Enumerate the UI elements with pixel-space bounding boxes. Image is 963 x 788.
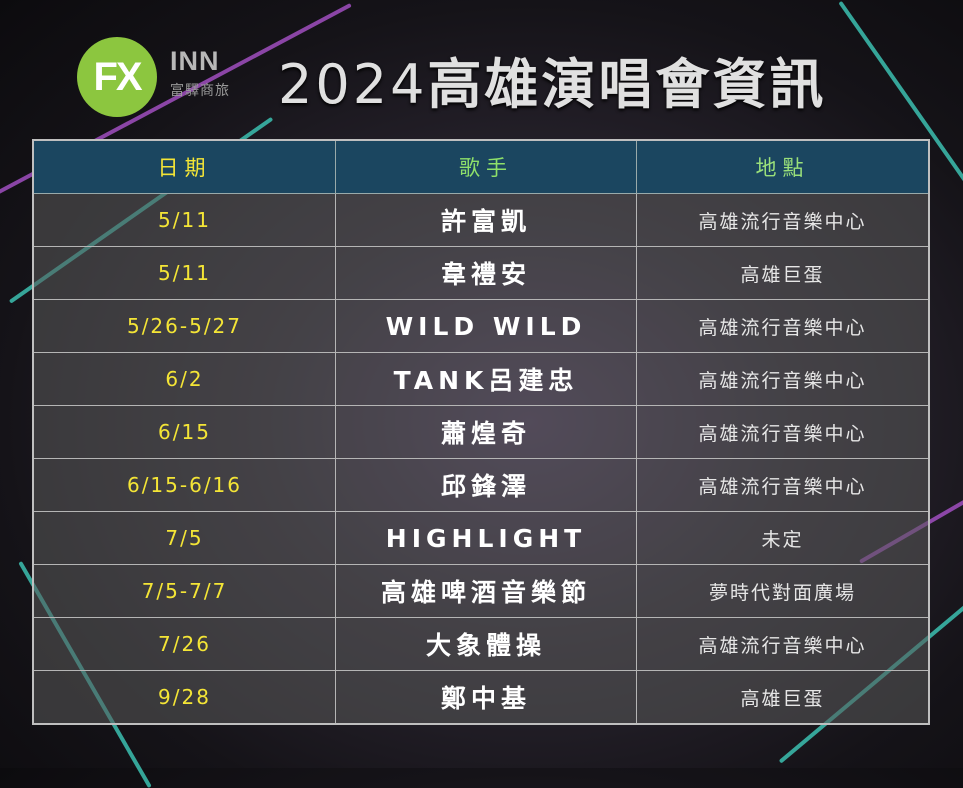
- table-row: 6/2 TANK呂建忠 高雄流行音樂中心: [32, 352, 930, 406]
- table-row: 7/26 大象體操 高雄流行音樂中心: [32, 617, 930, 671]
- artist-cell: 大象體操: [335, 617, 637, 671]
- artist-cell: HIGHLIGHT: [335, 511, 637, 565]
- date-cell: 5/11: [32, 193, 336, 247]
- column-header: 地點: [636, 139, 930, 194]
- date-cell: 7/5: [32, 511, 336, 565]
- venue-cell: 未定: [636, 511, 930, 565]
- artist-cell: TANK呂建忠: [335, 352, 637, 406]
- venue-cell: 高雄巨蛋: [636, 246, 930, 300]
- title-text: 高雄演唱會資訊: [427, 53, 827, 116]
- venue-cell: 高雄流行音樂中心: [636, 617, 930, 671]
- column-header: 日期: [32, 139, 336, 194]
- artist-cell: 許富凱: [335, 193, 637, 247]
- artist-cell: 蕭煌奇: [335, 405, 637, 459]
- page-title: 2024高雄演唱會資訊: [278, 40, 826, 119]
- venue-cell: 高雄流行音樂中心: [636, 458, 930, 512]
- venue-cell: 高雄流行音樂中心: [636, 352, 930, 406]
- venue-cell: 高雄流行音樂中心: [636, 405, 930, 459]
- artist-cell: 邱鋒澤: [335, 458, 637, 512]
- table-row: 5/26-5/27 WILD WILD 高雄流行音樂中心: [32, 299, 930, 353]
- artist-cell: WILD WILD: [335, 299, 637, 353]
- venue-cell: 夢時代對面廣場: [636, 564, 930, 618]
- column-header: 歌手: [335, 139, 637, 194]
- brand-name: INN: [170, 46, 220, 76]
- table-row: 5/11 許富凱 高雄流行音樂中心: [32, 193, 930, 247]
- date-cell: 5/11: [32, 246, 336, 300]
- table-row: 7/5 HIGHLIGHT 未定: [32, 511, 930, 565]
- date-cell: 6/15: [32, 405, 336, 459]
- venue-cell: 高雄流行音樂中心: [636, 193, 930, 247]
- table-row: 7/5-7/7 高雄啤酒音樂節 夢時代對面廣場: [32, 564, 930, 618]
- venue-cell: 高雄巨蛋: [636, 670, 930, 725]
- date-cell: 7/5-7/7: [32, 564, 336, 618]
- artist-cell: 高雄啤酒音樂節: [335, 564, 637, 618]
- title-year: 2024: [278, 53, 428, 116]
- concert-table: 日期 歌手 地點 5/11 許富凱 高雄流行音樂中心 5/11 韋禮安 高雄巨蛋 5/26-5/…: [32, 139, 930, 725]
- date-cell: 9/28: [32, 670, 336, 725]
- brand-subtitle: 富驛商旅: [170, 83, 230, 99]
- date-cell: 5/26-5/27: [32, 299, 336, 353]
- venue-cell: 高雄流行音樂中心: [636, 299, 930, 353]
- table-row: 9/28 鄭中基 高雄巨蛋: [32, 670, 930, 725]
- table-row: 6/15 蕭煌奇 高雄流行音樂中心: [32, 405, 930, 459]
- date-cell: 6/15-6/16: [32, 458, 336, 512]
- date-cell: 6/2: [32, 352, 336, 406]
- table-row: 6/15-6/16 邱鋒澤 高雄流行音樂中心: [32, 458, 930, 512]
- date-cell: 7/26: [32, 617, 336, 671]
- artist-cell: 韋禮安: [335, 246, 637, 300]
- table-row: 5/11 韋禮安 高雄巨蛋: [32, 246, 930, 300]
- artist-cell: 鄭中基: [335, 670, 637, 725]
- fx-logo: FX: [77, 37, 157, 117]
